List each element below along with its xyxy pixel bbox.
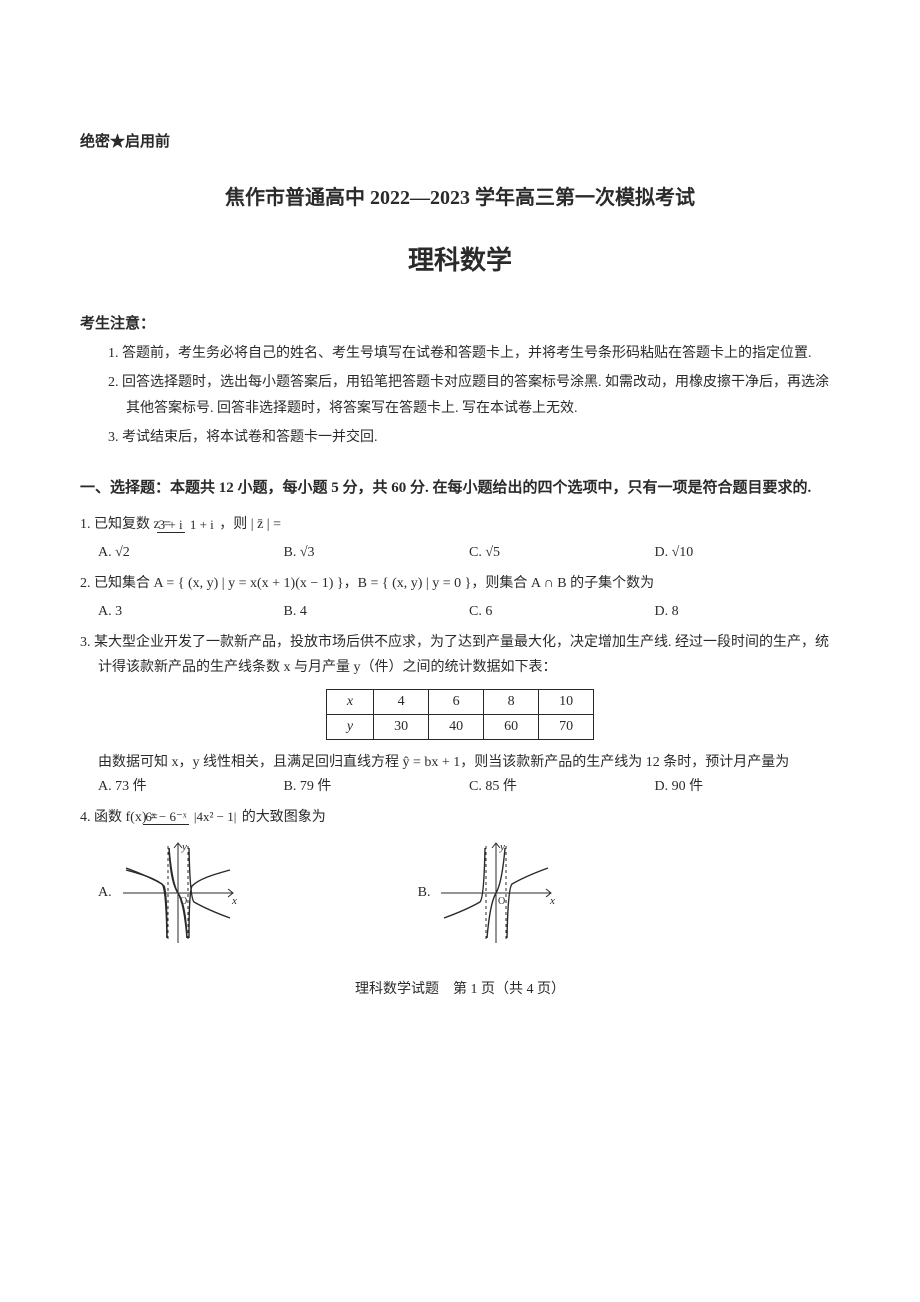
q4-frac-den: |4x² − 1| [192, 809, 238, 824]
q1-frac-num: 3 + i [157, 517, 185, 533]
table-row: x 4 6 8 10 [326, 689, 593, 714]
q3-option-d: D. 90 件 [655, 775, 841, 795]
q3-options: A. 73 件 B. 79 件 C. 85 件 D. 90 件 [80, 775, 840, 795]
q4-label-b: B. [418, 885, 431, 901]
svg-text:x: x [549, 895, 555, 907]
q4-option-a-cell: A. [98, 838, 238, 948]
svg-text:y: y [181, 841, 187, 853]
question-3: 3. 某大型企业开发了一款新产品，投放市场后供不应求，为了达到产量最大化，决定增… [80, 630, 840, 680]
table-cell: 40 [429, 714, 484, 739]
q4-frac-num: 6ˣ − 6⁻ˣ [143, 809, 188, 825]
q1-frac-den: 1 + i [188, 517, 216, 532]
svg-text:y: y [499, 841, 505, 853]
notice-item: 1. 答题前，考生务必将自己的姓名、考生号填写在试卷和答题卡上，并将考生号条形码… [108, 341, 840, 368]
table-cell: 6 [429, 689, 484, 714]
q2-option-c: C. 6 [469, 604, 655, 620]
svg-text:O: O [180, 896, 187, 907]
q3-tail: 由数据可知 x，y 线性相关，且满足回归直线方程 ŷ = bx + 1，则当该款… [80, 750, 840, 775]
q1-option-c: C. √5 [469, 545, 655, 561]
notice-item: 2. 回答选择题时，选出每小题答案后，用铅笔把答题卡对应题目的答案标号涂黑. 如… [108, 370, 840, 423]
question-4: 4. 函数 f(x) = 6ˣ − 6⁻ˣ |4x² − 1| 的大致图象为 [80, 805, 840, 830]
notice-header: 考生注意： [80, 312, 840, 333]
secret-label: 绝密★启用前 [80, 130, 840, 151]
graph-a-icon: x y O [118, 838, 238, 948]
graph-b-icon: x y O [436, 838, 556, 948]
q4-label-a: A. [98, 885, 112, 901]
x-label: x [326, 689, 373, 714]
q2-option-b: B. 4 [284, 604, 470, 620]
q4-graphs: A. [80, 838, 840, 948]
q4-fraction: 6ˣ − 6⁻ˣ |4x² − 1| [161, 810, 238, 824]
q3-table: x 4 6 8 10 y 30 40 60 70 [326, 689, 594, 740]
exam-subject: 理科数学 [80, 240, 840, 277]
notice-item: 3. 考试结束后，将本试卷和答题卡一并交回. [108, 425, 840, 452]
question-2: 2. 已知集合 A = { (x, y) | y = x(x + 1)(x − … [80, 571, 840, 596]
notice-list: 1. 答题前，考生务必将自己的姓名、考生号填写在试卷和答题卡上，并将考生号条形码… [80, 341, 840, 451]
q1-fraction: 3 + i 1 + i [175, 518, 216, 532]
table-row: y 30 40 60 70 [326, 714, 593, 739]
q4-option-b-cell: B. x y [418, 838, 557, 948]
svg-text:O: O [498, 896, 505, 907]
svg-text:x: x [231, 895, 237, 907]
q3-option-b: B. 79 件 [284, 775, 470, 795]
question-1: 1. 已知复数 z = 3 + i 1 + i ，则 | z̄ | = [80, 512, 840, 537]
exam-title: 焦作市普通高中 2022—2023 学年高三第一次模拟考试 [80, 181, 840, 210]
q2-options: A. 3 B. 4 C. 6 D. 8 [80, 604, 840, 620]
q1-option-a: A. √2 [98, 545, 284, 561]
q1-option-b: B. √3 [284, 545, 470, 561]
section-heading: 一、选择题：本题共 12 小题，每小题 5 分，共 60 分. 在每小题给出的四… [80, 476, 840, 502]
q2-option-d: D. 8 [655, 604, 841, 620]
page-footer: 理科数学试题 第 1 页（共 4 页） [80, 978, 840, 998]
table-cell: 4 [374, 689, 429, 714]
exam-page: 绝密★启用前 焦作市普通高中 2022—2023 学年高三第一次模拟考试 理科数… [0, 0, 920, 1302]
q3-option-c: C. 85 件 [469, 775, 655, 795]
table-cell: 70 [539, 714, 594, 739]
q4-stem-suffix: 的大致图象为 [242, 810, 326, 825]
q1-stem-suffix: ，则 | z̄ | = [219, 517, 281, 532]
table-cell: 60 [484, 714, 539, 739]
table-cell: 30 [374, 714, 429, 739]
table-cell: 10 [539, 689, 594, 714]
q1-options: A. √2 B. √3 C. √5 D. √10 [80, 545, 840, 561]
q2-option-a: A. 3 [98, 604, 284, 620]
y-label: y [326, 714, 373, 739]
table-cell: 8 [484, 689, 539, 714]
q1-option-d: D. √10 [655, 545, 841, 561]
q3-option-a: A. 73 件 [98, 775, 284, 795]
